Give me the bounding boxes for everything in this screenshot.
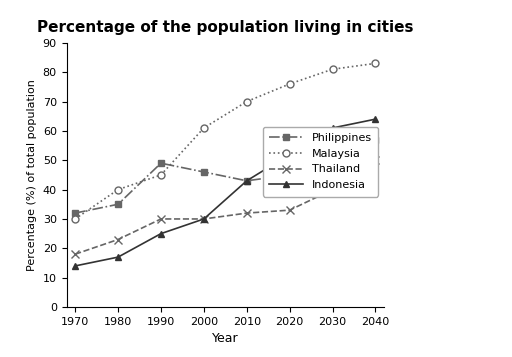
Malaysia <box>287 82 293 86</box>
Legend: Philippines, Malaysia, Thailand, Indonesia: Philippines, Malaysia, Thailand, Indones… <box>263 127 378 197</box>
Philippines <box>115 202 121 206</box>
Philippines <box>372 137 378 142</box>
Philippines <box>287 173 293 177</box>
Indonesia <box>329 126 335 130</box>
Line: Indonesia: Indonesia <box>72 116 379 270</box>
Indonesia <box>287 152 293 156</box>
X-axis label: Year: Year <box>212 332 239 345</box>
Line: Philippines: Philippines <box>72 137 378 216</box>
Thailand <box>115 237 121 242</box>
Indonesia <box>72 264 78 268</box>
Malaysia <box>372 61 378 66</box>
Indonesia <box>115 255 121 259</box>
Y-axis label: Percentage (%) of total population: Percentage (%) of total population <box>27 79 37 271</box>
Indonesia <box>244 178 250 183</box>
Philippines <box>72 211 78 215</box>
Malaysia <box>72 217 78 221</box>
Malaysia <box>158 173 164 177</box>
Line: Malaysia: Malaysia <box>72 60 379 222</box>
Indonesia <box>201 217 207 221</box>
Indonesia <box>372 117 378 121</box>
Thailand <box>158 217 164 221</box>
Malaysia <box>244 99 250 104</box>
Thailand <box>244 211 250 215</box>
Philippines <box>201 170 207 174</box>
Malaysia <box>201 126 207 130</box>
Thailand <box>201 217 207 221</box>
Philippines <box>244 178 250 183</box>
Line: Thailand: Thailand <box>71 156 379 258</box>
Malaysia <box>329 67 335 71</box>
Title: Percentage of the population living in cities: Percentage of the population living in c… <box>37 20 414 35</box>
Thailand <box>329 187 335 192</box>
Thailand <box>372 158 378 162</box>
Thailand <box>72 252 78 256</box>
Indonesia <box>158 231 164 236</box>
Philippines <box>158 161 164 165</box>
Malaysia <box>115 187 121 192</box>
Philippines <box>329 155 335 160</box>
Thailand <box>287 208 293 212</box>
